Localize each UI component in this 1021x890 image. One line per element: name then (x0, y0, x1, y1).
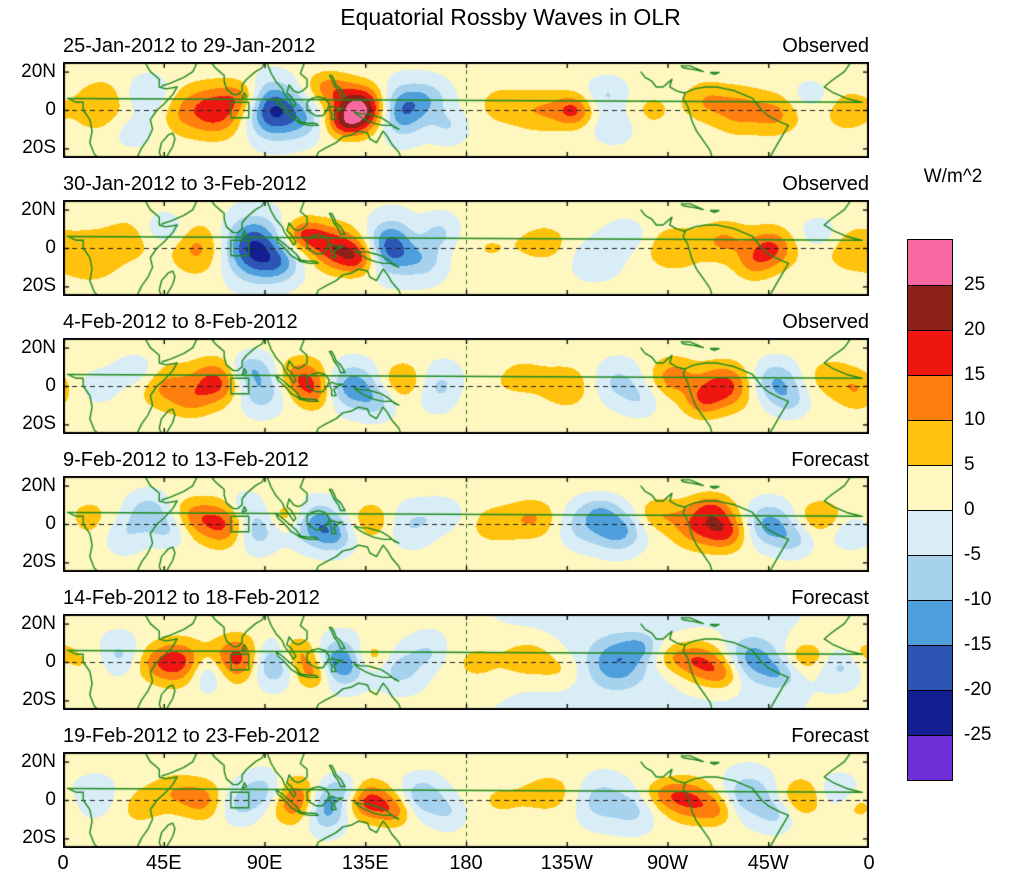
y-axis-label: 0 (45, 789, 56, 810)
y-axis-label: 20N (21, 60, 56, 82)
y-axis-label: 20S (22, 413, 56, 435)
x-axis-label: 135W (540, 852, 593, 874)
colorbar-swatch (908, 330, 952, 375)
map-panel-canvas (63, 752, 869, 848)
panel-date-range: 30-Jan-2012 to 3-Feb-2012 (63, 173, 307, 195)
colorbar-units-label: W/m^2 (923, 166, 983, 187)
panel-date-range: 19-Feb-2012 to 23-Feb-2012 (63, 725, 320, 747)
panel-type-label: Observed (782, 35, 869, 57)
colorbar-tick-label: -5 (964, 544, 981, 565)
x-axis-label: 45E (145, 852, 182, 874)
y-axis-label: 0 (45, 375, 56, 396)
y-axis-label: 0 (45, 237, 56, 258)
y-axis-label: 20N (21, 336, 56, 358)
map-panel-canvas (63, 200, 869, 296)
panel-type-label: Forecast (791, 449, 869, 471)
map-panel-canvas (63, 62, 869, 158)
colorbar-tick-label: 25 (964, 274, 986, 295)
y-axis-label: 20N (21, 750, 56, 772)
figure-title: Equatorial Rossby Waves in OLR (340, 4, 681, 30)
y-axis-label: 20S (22, 137, 56, 159)
colorbar-swatch (908, 510, 952, 555)
colorbar-swatch (908, 240, 952, 285)
colorbar-swatch (908, 465, 952, 510)
colorbar-swatch (908, 555, 952, 600)
panel-type-label: Forecast (791, 587, 869, 609)
y-axis-label: 20N (21, 198, 56, 220)
x-axis-label: 90E (246, 852, 283, 874)
panel-type-label: Forecast (791, 725, 869, 747)
colorbar-tick-label: 5 (964, 454, 975, 475)
x-axis-label: 0 (57, 852, 69, 874)
y-axis-label: 20S (22, 827, 56, 849)
map-panel-canvas (63, 614, 869, 710)
y-axis-label: 0 (45, 99, 56, 120)
panel-type-label: Observed (782, 311, 869, 333)
colorbar-tick-label: -20 (964, 679, 992, 700)
colorbar-tick-label: 20 (964, 319, 986, 340)
panel-date-range: 4-Feb-2012 to 8-Feb-2012 (63, 311, 298, 333)
y-axis-label: 20N (21, 612, 56, 634)
panel-date-range: 14-Feb-2012 to 18-Feb-2012 (63, 587, 320, 609)
panel-type-label: Observed (782, 173, 869, 195)
colorbar-swatch (908, 285, 952, 330)
map-panel-canvas (63, 338, 869, 434)
y-axis-label: 20S (22, 275, 56, 297)
colorbar-tick-label: 10 (964, 409, 986, 430)
colorbar-tick-label: 15 (964, 364, 986, 385)
x-axis-label: 45W (747, 852, 789, 874)
colorbar-swatch (908, 645, 952, 690)
x-axis-label: 90W (646, 852, 689, 874)
colorbar-swatch (908, 600, 952, 645)
colorbar-swatch (908, 690, 952, 735)
colorbar-swatch (908, 420, 952, 465)
colorbar-tick-label: -15 (964, 634, 992, 655)
y-axis-label: 0 (45, 651, 56, 672)
x-axis-label: 0 (863, 852, 875, 874)
panel-date-range: 25-Jan-2012 to 29-Jan-2012 (63, 35, 316, 57)
y-axis-label: 20S (22, 689, 56, 711)
colorbar-tick-label: -25 (964, 724, 992, 745)
colorbar-swatch (908, 735, 952, 780)
panel-date-range: 9-Feb-2012 to 13-Feb-2012 (63, 449, 309, 471)
colorbar-tick-label: 0 (964, 499, 975, 520)
x-axis-label: 135E (341, 852, 389, 874)
map-panel-canvas (63, 476, 869, 572)
colorbar (907, 239, 953, 781)
y-axis-label: 20N (21, 474, 56, 496)
y-axis-label: 20S (22, 551, 56, 573)
colorbar-tick-label: -10 (964, 589, 992, 610)
y-axis-label: 0 (45, 513, 56, 534)
x-axis-label: 180 (449, 852, 483, 874)
colorbar-swatch (908, 375, 952, 420)
